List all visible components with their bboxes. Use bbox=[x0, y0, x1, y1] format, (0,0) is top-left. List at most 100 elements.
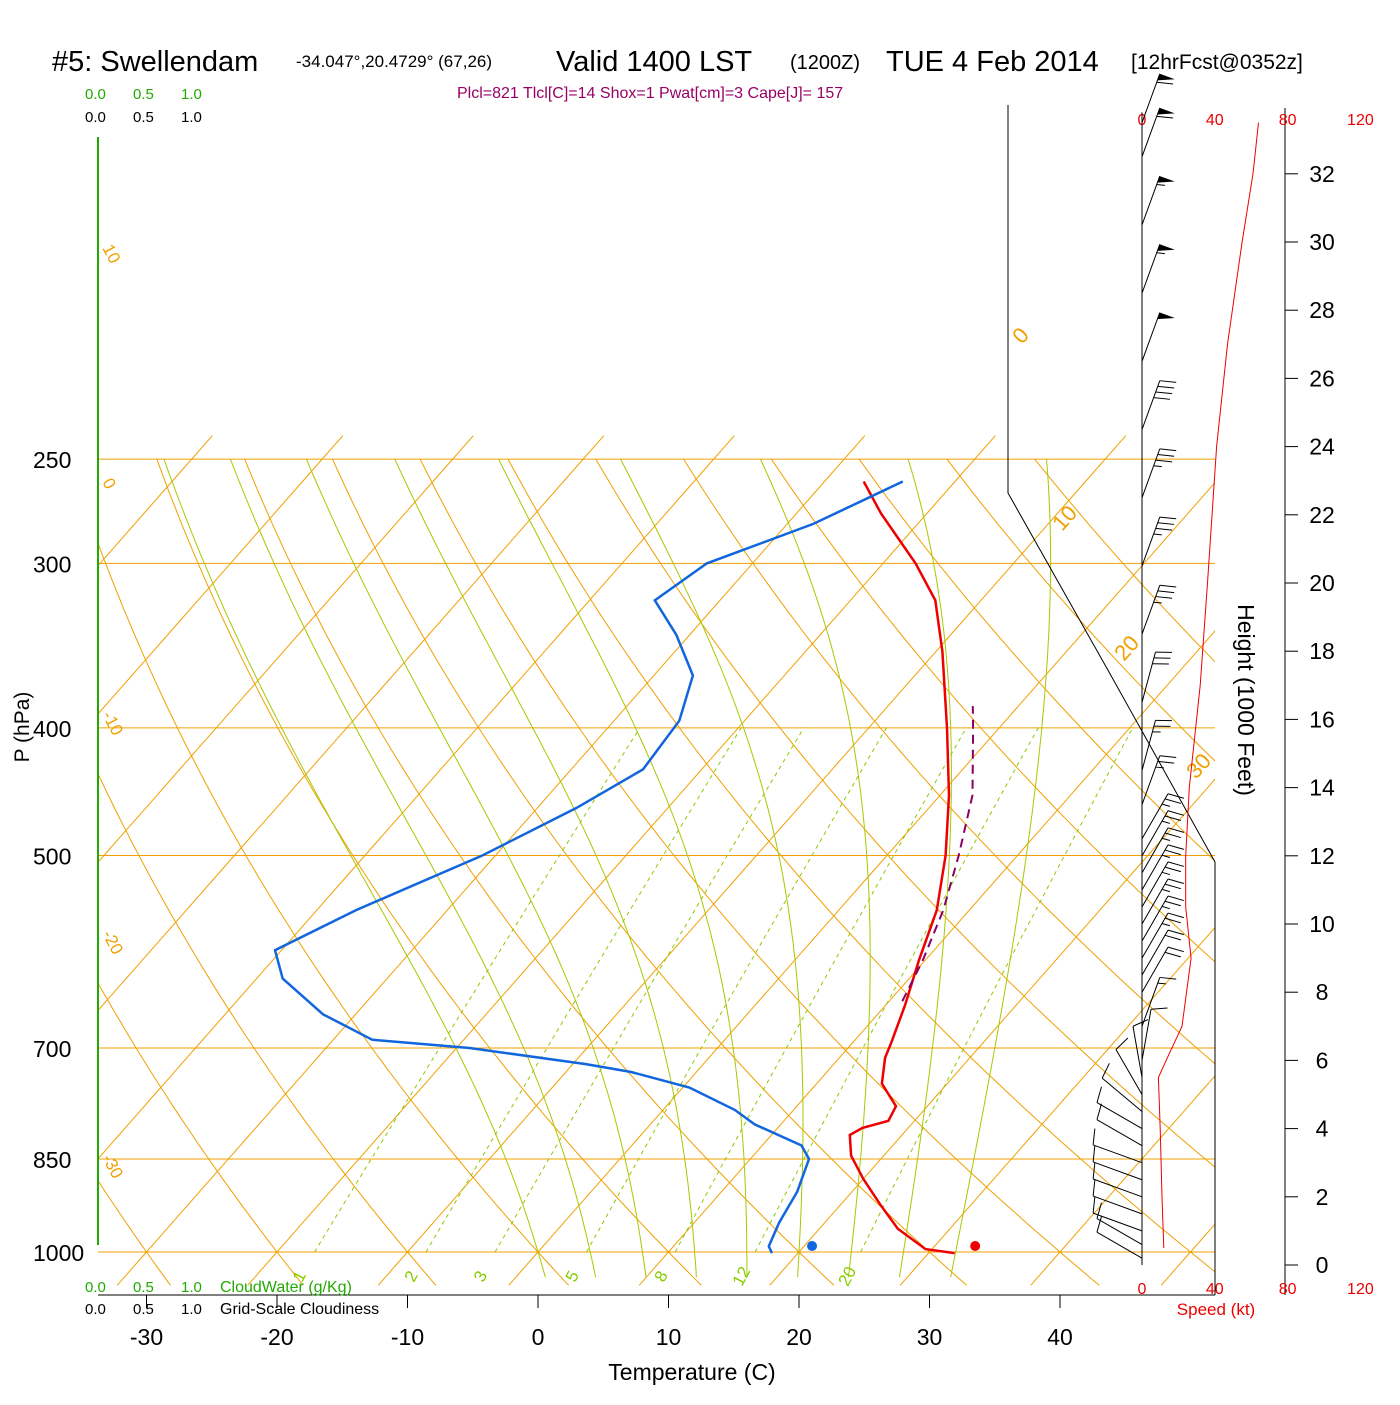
parcel-line bbox=[902, 706, 973, 1001]
wind-barb bbox=[1142, 108, 1175, 157]
sounding-indices: Plcl=821 Tlcl[C]=14 Shox=1 Pwat[cm]=3 Ca… bbox=[457, 85, 843, 102]
wind-barb bbox=[1093, 1129, 1142, 1163]
pressure-tick-label: 250 bbox=[33, 447, 71, 473]
isotherm-label: 10 bbox=[98, 241, 124, 267]
height-tick-label: 8 bbox=[1316, 979, 1329, 1005]
wind-barb-half-feather bbox=[1154, 534, 1162, 535]
wind-barb-feather bbox=[1157, 82, 1173, 84]
x-tick-label: 0 bbox=[532, 1324, 545, 1350]
cloud-water-tick: 0.0 bbox=[85, 86, 106, 103]
speed-tick-label: 80 bbox=[1279, 1281, 1297, 1298]
wind-barb bbox=[1116, 1038, 1142, 1094]
wind-barb-shaft bbox=[1142, 862, 1168, 907]
wind-barb-feather bbox=[1160, 756, 1176, 758]
cloud-scale-top: 0.0 0.5 1.0 0.0 0.5 1.0 bbox=[85, 86, 202, 126]
wind-barb-feather bbox=[1093, 1197, 1095, 1213]
height-tick-label: 32 bbox=[1309, 161, 1335, 187]
speed-tick-label: 40 bbox=[1206, 112, 1224, 129]
wind-barb-feather bbox=[1097, 1104, 1102, 1120]
x-tick-label: -10 bbox=[391, 1324, 424, 1350]
isotherm-label: 10 bbox=[1047, 500, 1082, 535]
cloud-water-tick: 1.0 bbox=[181, 86, 202, 103]
wind-barb-shaft bbox=[1142, 896, 1168, 941]
station-coords: -34.047°,20.4729° (67,26) bbox=[296, 52, 492, 71]
wind-barb bbox=[1097, 1203, 1142, 1245]
height-tick-label: 20 bbox=[1309, 570, 1335, 596]
pressure-tick-label: 400 bbox=[33, 716, 71, 742]
wind-barb-feather bbox=[1093, 1129, 1095, 1145]
wind-barb-shaft bbox=[1142, 517, 1160, 566]
cloudiness-label: Grid-Scale Cloudiness bbox=[220, 1301, 379, 1318]
wind-barb-shaft bbox=[1102, 1078, 1142, 1111]
wind-barb-shaft bbox=[1097, 1120, 1142, 1146]
wind-barb-feather bbox=[1165, 935, 1181, 940]
wind-barb-feather bbox=[1154, 398, 1170, 400]
mixing-ratio-label: 8 bbox=[651, 1268, 672, 1285]
height-tick-label: 30 bbox=[1309, 229, 1335, 255]
wind-barb bbox=[1142, 585, 1176, 634]
wind-barb-feather bbox=[1168, 879, 1184, 884]
cloud-water-tick: 0.5 bbox=[133, 86, 154, 103]
wind-barb-shaft bbox=[1142, 845, 1168, 890]
wind-barb-shaft bbox=[1097, 1232, 1142, 1258]
isotherm-label: -10 bbox=[98, 708, 126, 739]
wind-barb-half-feather bbox=[1157, 185, 1165, 186]
height-tick-label: 0 bbox=[1316, 1252, 1329, 1278]
wind-barb-shaft bbox=[1142, 811, 1168, 856]
cloud-scale-bottom: 0.0 0.5 1.0 CloudWater (g/Kg) 0.0 0.5 1.… bbox=[85, 1279, 379, 1318]
x-tick-label: 30 bbox=[917, 1324, 943, 1350]
wind-barb bbox=[1093, 1146, 1142, 1180]
profile-series bbox=[275, 482, 980, 1254]
wind-barb-feather bbox=[1168, 913, 1184, 918]
x-tick-label: -30 bbox=[130, 1324, 163, 1350]
wind-barb-feather bbox=[1160, 977, 1176, 979]
dry-adiabat-line bbox=[69, 459, 569, 1285]
isotherm-label: 0 bbox=[98, 475, 119, 492]
pressure-tick-label: 700 bbox=[33, 1036, 71, 1062]
speed-axis-title: Speed (kt) bbox=[1177, 1300, 1255, 1319]
wind-barb-shaft bbox=[1142, 930, 1168, 975]
surface-dewpoint-marker bbox=[807, 1241, 817, 1251]
wind-barb-feather bbox=[1093, 1180, 1095, 1196]
wind-barb bbox=[1142, 74, 1175, 123]
wind-barb-shaft bbox=[1142, 1009, 1151, 1060]
height-tick-label: 10 bbox=[1309, 911, 1335, 937]
wind-barb bbox=[1142, 913, 1184, 958]
wind-barb-feather bbox=[1165, 833, 1181, 838]
wind-barb-shaft bbox=[1142, 828, 1168, 873]
moist-adiabat-line bbox=[395, 459, 697, 1277]
wind-barb-feather bbox=[1158, 386, 1174, 388]
pressure-tick-label: 850 bbox=[33, 1147, 71, 1173]
mixing-ratio-line bbox=[426, 728, 741, 1252]
mixing-ratio-label: 5 bbox=[562, 1268, 583, 1285]
wind-barb-feather bbox=[1097, 1087, 1102, 1103]
wind-barb-feather bbox=[1165, 799, 1181, 804]
height-tick-label: 4 bbox=[1316, 1116, 1329, 1142]
wind-barb bbox=[1093, 1180, 1142, 1214]
x-tick-label: 40 bbox=[1047, 1324, 1073, 1350]
wind-barb bbox=[1142, 244, 1175, 293]
wind-barb-feather bbox=[1165, 918, 1181, 923]
wind-barb-shaft bbox=[1142, 176, 1160, 225]
height-tick-label: 6 bbox=[1316, 1047, 1329, 1073]
wind-barb-half-feather bbox=[1162, 889, 1170, 891]
height-tick-label: 28 bbox=[1309, 297, 1335, 323]
wind-barb-pennant bbox=[1157, 176, 1174, 183]
cloud-water-tick: 1.0 bbox=[181, 1279, 202, 1296]
isotherm-label: 0 bbox=[1007, 323, 1034, 349]
plot-right-boundary bbox=[1008, 105, 1215, 1295]
wind-barb-feather bbox=[1133, 1020, 1148, 1027]
wind-barb bbox=[1142, 756, 1176, 805]
cloudiness-tick: 1.0 bbox=[181, 109, 202, 126]
wind-barb-shaft bbox=[1142, 381, 1160, 430]
pressure-tick-label: 500 bbox=[33, 844, 71, 870]
wind-barb-feather bbox=[1165, 867, 1181, 872]
wind-barb-feather bbox=[1165, 901, 1181, 906]
wind-barb-shaft bbox=[1142, 913, 1168, 958]
x-tick-label: 20 bbox=[786, 1324, 812, 1350]
wind-barb-feather bbox=[1156, 460, 1172, 462]
dry-adiabat-line bbox=[0, 459, 171, 1285]
wind-barb-feather bbox=[1158, 523, 1174, 525]
